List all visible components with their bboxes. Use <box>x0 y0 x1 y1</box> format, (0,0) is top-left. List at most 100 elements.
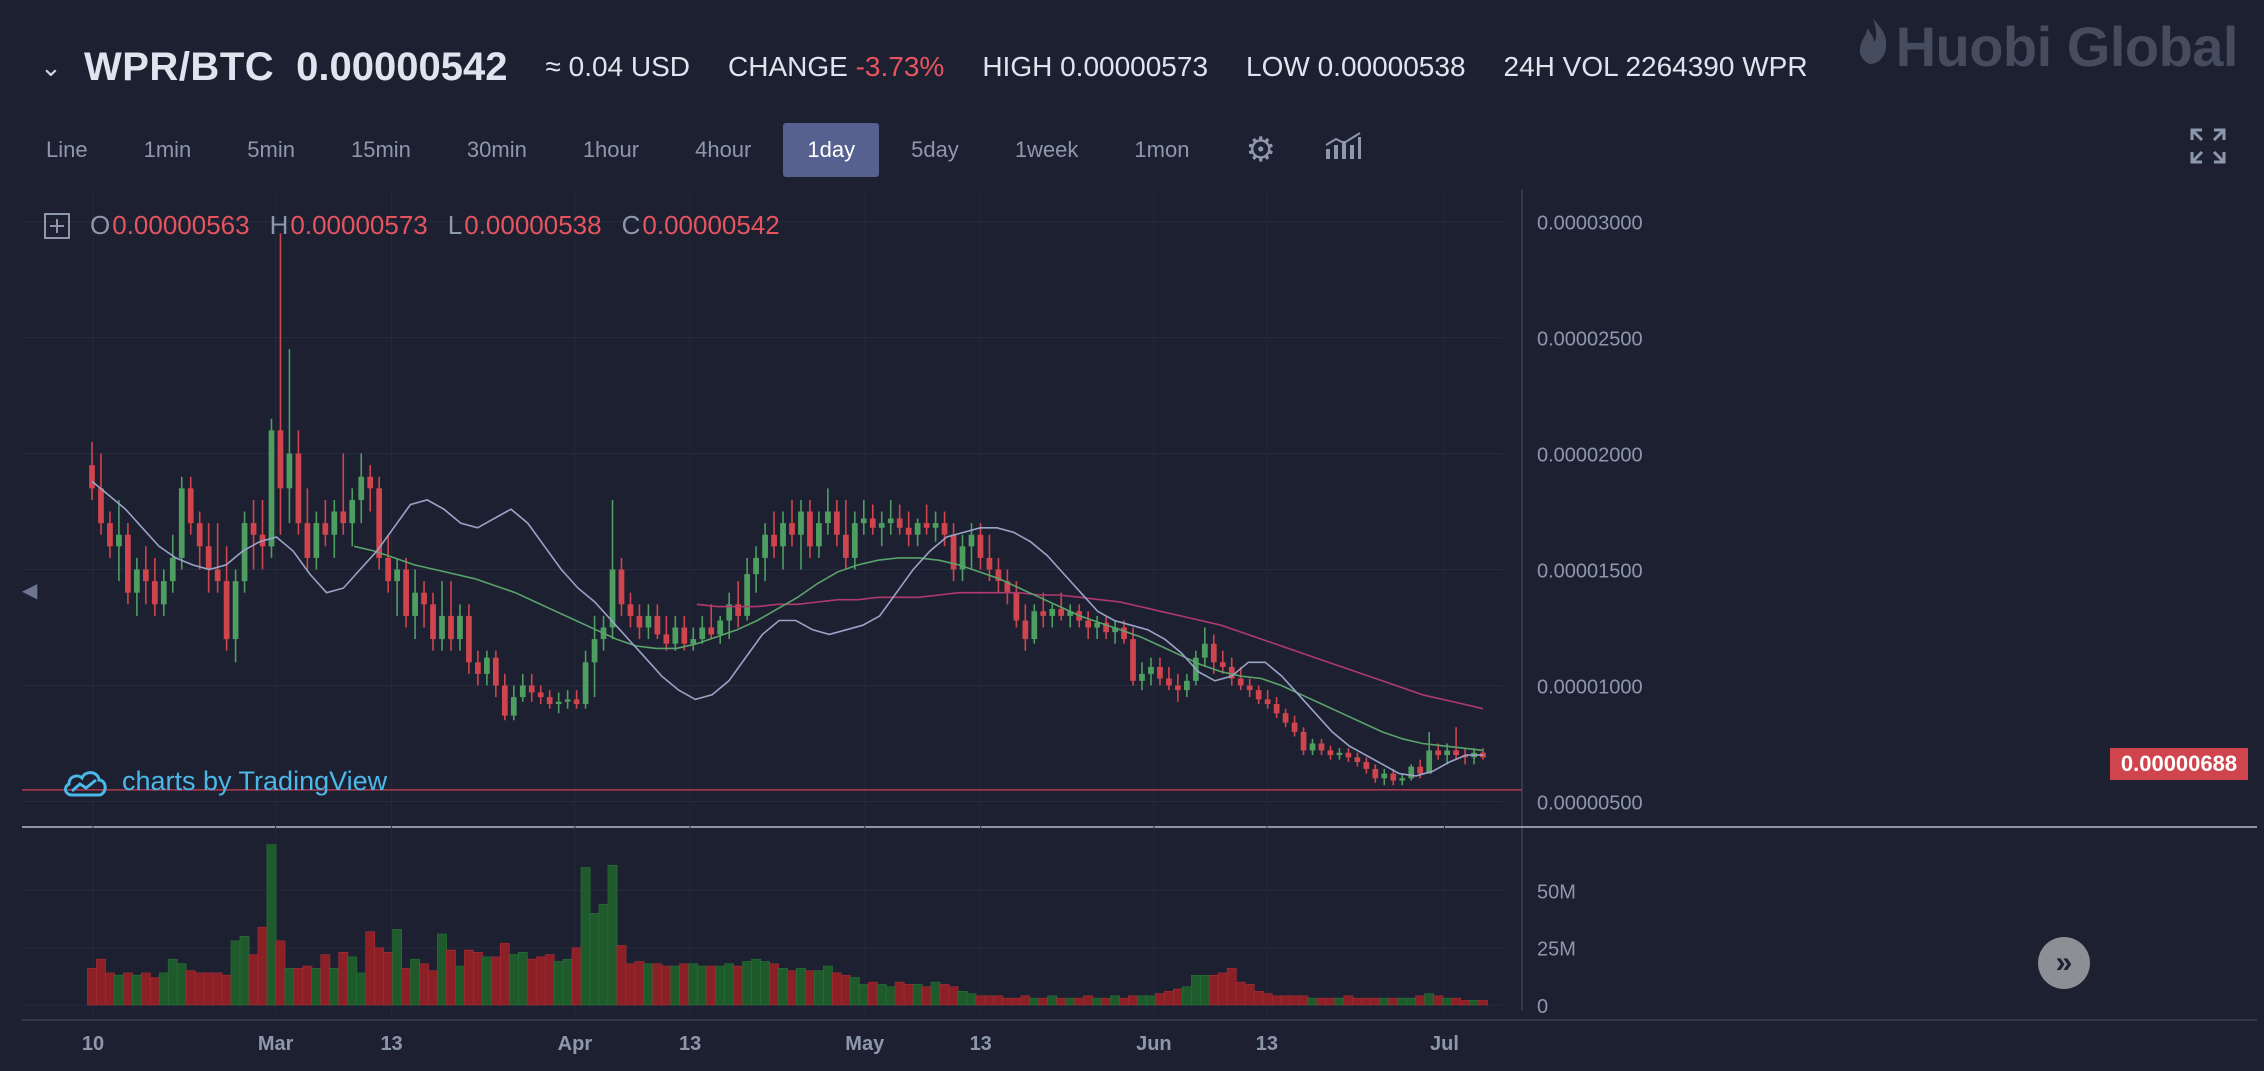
candle-body <box>1228 666 1235 679</box>
candle-body <box>394 569 400 582</box>
volume-bar <box>508 954 519 1006</box>
volume-bar <box>1424 993 1435 1006</box>
volume-bar <box>1128 995 1138 1006</box>
volume-bar <box>1020 995 1031 1006</box>
candle-body <box>1040 611 1047 616</box>
candle-body <box>941 523 948 535</box>
volume-bar <box>796 968 806 1006</box>
candle-body <box>376 488 383 558</box>
candle-body <box>1273 704 1280 714</box>
candle-body <box>1049 608 1056 616</box>
interval-1min[interactable]: 1min <box>143 137 192 162</box>
candle-body <box>286 453 293 489</box>
candle-body <box>1408 766 1415 779</box>
volume-bar <box>329 968 340 1006</box>
chart-area[interactable]: 0.00003000 0.00002500 0.00002000 0.00001500… <box>22 190 2257 1066</box>
candle-body <box>887 518 894 524</box>
candle-body <box>537 692 544 698</box>
candle-body <box>250 523 257 535</box>
volume-bar <box>499 942 510 1006</box>
volume-bar <box>1137 995 1147 1006</box>
interval-1day[interactable]: 1day <box>783 123 880 177</box>
volume-bar <box>257 926 268 1006</box>
interval-4hour[interactable]: 4hour <box>695 137 752 162</box>
time-tick-label: 10 <box>82 1033 104 1055</box>
volume-bar <box>724 963 735 1006</box>
panel-collapse-handle[interactable]: ◀ <box>22 580 38 602</box>
candle-body <box>421 592 427 605</box>
candlestick-chart[interactable]: 0.00003000 0.00002500 0.00002000 0.00001500… <box>22 190 2257 1066</box>
volume-bar <box>598 903 609 1006</box>
interval-1mon[interactable]: 1mon <box>1134 137 1190 162</box>
volume-bar <box>365 931 376 1006</box>
volume-bar <box>1469 1000 1479 1006</box>
time-tick-label: 13 <box>970 1033 992 1055</box>
volume-tick-label: 50M <box>1537 881 1576 903</box>
candle-body <box>1327 750 1334 756</box>
candle-body <box>869 518 876 528</box>
volume-bar <box>1074 997 1085 1006</box>
interval-1week[interactable]: 1week <box>1014 137 1079 162</box>
candle-body <box>295 453 302 524</box>
volume-bar <box>266 844 277 1006</box>
ticker-header: ⌄ WPR/BTC 0.00000542 ≈ 0.04 USD CHANGE -… <box>22 18 2257 116</box>
interval-toolbar: Line 1min 5min 15min 30min 1hour 4hour 1day 5day… <box>22 118 2257 182</box>
volume-bar <box>1253 991 1264 1006</box>
flame-icon <box>1856 14 1890 79</box>
candle-body <box>125 534 131 593</box>
volume-bar <box>832 972 842 1006</box>
volume-bar <box>428 970 438 1006</box>
expand-legend-icon[interactable] <box>44 212 70 239</box>
pair-name[interactable]: WPR/BTC <box>84 44 275 89</box>
low-stat: LOW 0.00000538 <box>1246 51 1466 82</box>
time-tick-label: Jul <box>1430 1033 1459 1055</box>
interval-line[interactable]: Line <box>46 137 88 162</box>
volume-bar <box>1173 988 1183 1006</box>
interval-5day[interactable]: 5day <box>911 137 959 162</box>
volume-bar <box>1460 1000 1470 1006</box>
volume-bar <box>562 958 573 1006</box>
volume-bar <box>688 963 699 1006</box>
volume-bar <box>1038 997 1049 1006</box>
volume-bar <box>1065 997 1076 1006</box>
candle-body <box>1417 766 1424 774</box>
volume-bar <box>903 984 914 1006</box>
volume-bar <box>392 929 402 1006</box>
volume-bar <box>1388 997 1399 1006</box>
volume-bar <box>1092 997 1102 1006</box>
candle-body <box>232 581 239 640</box>
interval-30min[interactable]: 30min <box>466 137 527 162</box>
gear-icon[interactable]: ⚙ <box>1245 131 1276 169</box>
volume-bar <box>957 991 968 1006</box>
candle-body <box>89 465 95 489</box>
candle-body <box>582 662 589 705</box>
candle-body <box>510 697 517 716</box>
candle-body <box>1013 592 1020 621</box>
candle-body <box>1148 666 1154 674</box>
candle-body <box>403 569 409 616</box>
candle-body <box>977 534 984 558</box>
fullscreen-icon[interactable] <box>2188 126 2228 171</box>
interval-1hour[interactable]: 1hour <box>582 137 640 162</box>
volume-bar <box>1011 997 1022 1006</box>
huobi-logo: Huobi Global <box>1856 14 2239 79</box>
volume-bar <box>230 940 241 1006</box>
interval-5min[interactable]: 5min <box>247 137 295 162</box>
volume-bar <box>589 913 600 1006</box>
tradingview-watermark[interactable]: charts by TradingView <box>62 766 387 797</box>
scroll-to-realtime-button[interactable]: » <box>2038 937 2090 989</box>
volume-bar <box>984 995 995 1006</box>
candle-body <box>564 699 571 702</box>
price-tick-label: 0.00000500 <box>1537 792 1643 814</box>
volume-bar <box>239 936 250 1006</box>
volume-bar <box>320 954 331 1006</box>
indicators-icon[interactable] <box>1324 123 1362 177</box>
interval-15min[interactable]: 15min <box>350 137 411 162</box>
candle-body <box>1309 743 1316 751</box>
chevron-down-icon[interactable]: ⌄ <box>40 51 62 82</box>
volume-bar <box>194 972 205 1006</box>
volume-bar <box>1226 968 1237 1006</box>
candle-body <box>555 701 562 705</box>
volume-bar <box>1056 997 1067 1006</box>
high-value: 0.00000573 <box>290 210 428 240</box>
